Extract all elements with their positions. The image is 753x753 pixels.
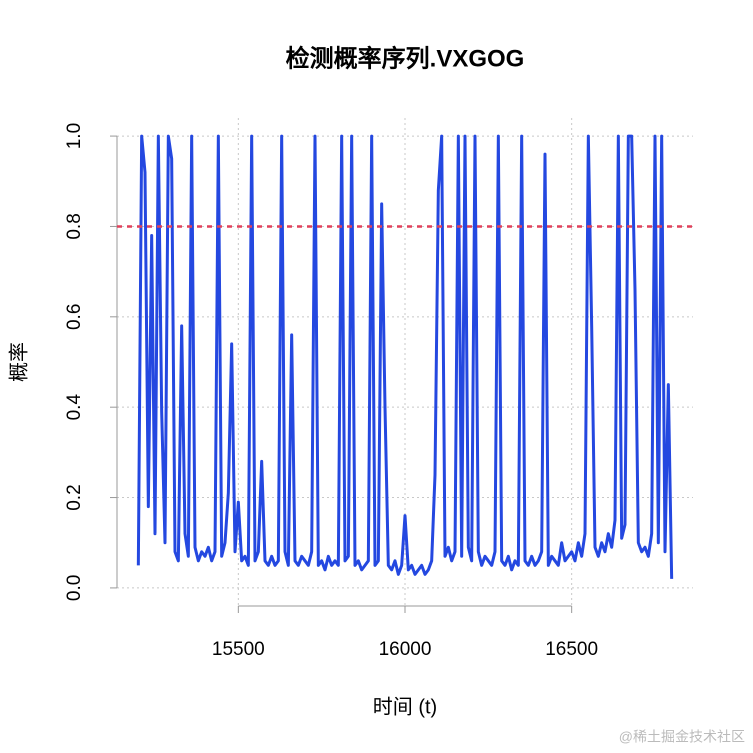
y-tick-label: 1.0 [64,123,85,149]
chart-title: 检测概率序列.VXGOG [286,44,525,72]
y-tick-label: 0.8 [64,213,85,239]
y-tick-label: 0.4 [64,394,85,421]
x-axis-title: 时间 (t) [373,695,437,718]
y-axis-title: 概率 [7,342,30,382]
y-tick-label: 0.6 [64,304,85,330]
y-tick-label: 0.2 [64,484,85,510]
y-tick-label: 0.0 [64,575,85,601]
x-tick-label: 16500 [545,639,598,660]
watermark: @稀土掘金技术社区 [619,729,745,745]
x-tick-label: 16000 [379,639,432,660]
x-tick-label: 15500 [212,639,265,660]
series-line [136,134,674,579]
